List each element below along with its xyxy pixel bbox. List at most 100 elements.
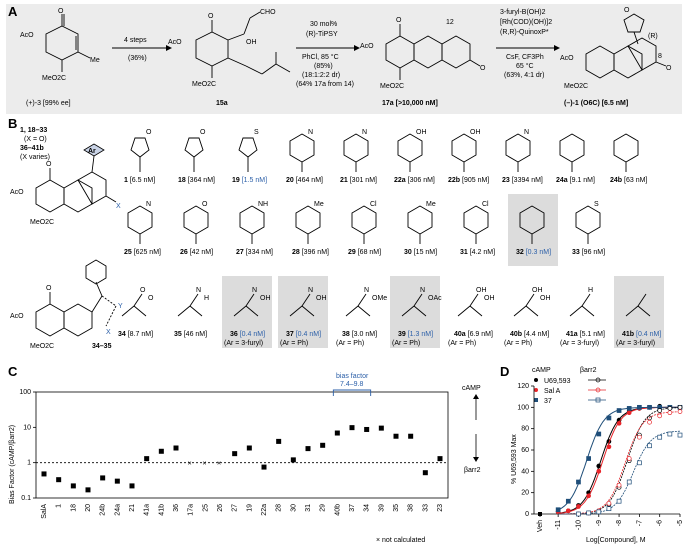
analog-label-27: 27 [334 nM]: [236, 249, 273, 256]
atom-b-34: O: [148, 295, 154, 302]
dr-x-tick-label: -10: [575, 520, 582, 530]
dr-point-37-barr2: [586, 510, 591, 516]
analog-label-23: 23 [3394 nM]: [502, 177, 543, 184]
panel-c-label: C: [8, 364, 18, 379]
dr-y-tick-label: 0: [525, 511, 529, 518]
bias-point-37: [349, 425, 355, 431]
dr-point-37-barr2: [596, 509, 602, 515]
dr-point-37-barr2: [667, 431, 673, 437]
c15a-oh: OH: [246, 39, 257, 46]
analog-29: Cl 29 [68 nM]: [348, 201, 381, 256]
analog-21: N 21 [301 nM]: [340, 129, 377, 184]
step2-line3: PhCl, 85 °C: [302, 53, 339, 61]
c1-aco: AcO: [560, 55, 574, 62]
dr-x-tick-label: -11: [555, 520, 562, 530]
bias-point-18: [70, 483, 76, 489]
marker-not-calculated-26: ×: [217, 461, 221, 468]
atom-a-35: N: [196, 287, 201, 294]
c3-meo2c: MeO2C: [42, 75, 66, 82]
x-tick-label-18: 18: [70, 504, 77, 512]
dr-y-tick-label: 60: [521, 447, 529, 454]
atom-a-40a: OH: [476, 287, 487, 294]
dr-point-37-camp: [606, 415, 612, 421]
dr-point-37-barr2: [677, 432, 683, 438]
x-tick-label-36: 36: [173, 504, 180, 512]
dr-point-37-barr2: [576, 511, 581, 517]
dr-x-tick-label: -9: [596, 520, 603, 526]
y-tick-label: 1: [27, 460, 31, 467]
bias-point-31: [305, 446, 311, 452]
scaffold-x-bottom: X: [106, 329, 111, 336]
legend-entry-2: 37: [534, 397, 606, 405]
bias-factor-range: 7.4–9.8: [340, 381, 363, 388]
atom-23: N: [524, 129, 529, 136]
legend-marker-camp: [534, 378, 538, 382]
dr-point-37-barr2: [606, 506, 612, 512]
analog-18: O 18 [364 nM]: [178, 129, 215, 184]
x-tick-label-20: 20: [85, 504, 92, 512]
x-tick-label-23: 23: [437, 504, 444, 512]
analog-label-31: 31 [4.2 nM]: [460, 249, 495, 256]
dr-point-SalA-barr2: [647, 419, 652, 425]
analog-label-29: 29 [68 nM]: [348, 249, 381, 256]
analog-1: O 1 [6.5 nM]: [124, 129, 155, 184]
dr-point-SalA-camp: [596, 468, 602, 474]
dr-y-tick-label: 20: [521, 490, 529, 497]
scaffold-ar: Ar: [88, 148, 96, 155]
dr-point-37-camp: [626, 406, 632, 411]
scaffold-top-sub2: 36–41b: [20, 145, 44, 152]
c17a-meo2c: MeO2C: [380, 83, 404, 90]
analog-label-41b: 41b [0.4 nM]: [622, 331, 661, 338]
legend-entry-1: Sal A: [534, 387, 606, 395]
c1-furan-o: O: [624, 7, 630, 14]
scaffold-meo2c: MeO2C: [30, 219, 54, 226]
analog-37: NOH 37 [0.4 nM] (Ar = Ph): [278, 276, 328, 348]
compound-3-structure: O AcO MeO2C Me (+)-3 [99% ee]: [20, 8, 100, 107]
bias-ylabel: Bias Factor (cAMP/βarr2): [9, 425, 16, 504]
x-tick-label-30: 30: [290, 504, 297, 512]
c3-aco: AcO: [20, 32, 34, 39]
c15a-cho: CHO: [260, 9, 276, 16]
atom-a-41a: H: [588, 287, 593, 294]
bias-point-23: [437, 456, 443, 462]
bias-point-28: [276, 438, 282, 444]
analog-sub-36: (Ar = 3-furyl): [224, 340, 263, 347]
x-tick-label-27: 27: [232, 504, 239, 512]
legend-label-2: 37: [544, 398, 552, 405]
analog-label-19: 19 [1.5 nM]: [232, 177, 267, 184]
c17a-aco: AcO: [360, 43, 374, 50]
atom-b-40a: OH: [484, 295, 495, 302]
atom-1: O: [146, 129, 152, 136]
dr-point-37-camp: [576, 479, 581, 485]
legend-camp-header: cAMP: [532, 367, 551, 374]
x-tick-label-41a: 41a: [144, 504, 151, 516]
c1-meo2c: MeO2C: [564, 83, 588, 90]
analog-label-36: 36 [0.4 nM]: [230, 331, 265, 338]
analog-label-26: 26 [42 nM]: [180, 249, 213, 256]
marker-not-calculated-17a: ×: [188, 461, 192, 468]
dr-point-37-camp: [616, 408, 622, 413]
panel-a-label: A: [8, 4, 18, 19]
bias-point-39: [378, 425, 384, 431]
dr-point-37-camp: [555, 507, 561, 513]
dr-point-37-barr2: [616, 498, 622, 504]
analog-label-41a: 41a [5.1 nM]: [566, 331, 605, 338]
dr-point-37-barr2: [637, 460, 642, 466]
x-tick-label-21: 21: [129, 504, 136, 512]
bias-point-30: [290, 457, 296, 463]
analog-label-40b: 40b [4.4 nM]: [510, 331, 549, 338]
analog-label-30: 30 [15 nM]: [404, 249, 437, 256]
analog-28: Me 28 [396 nM]: [292, 201, 329, 256]
legend-marker-camp: [534, 398, 538, 402]
c17a-12: 12: [446, 19, 454, 26]
atom-25: N: [146, 201, 151, 208]
atom-19: S: [254, 129, 259, 136]
right-bottom-label: βarr2: [464, 467, 481, 474]
step1-yield: (36%): [128, 55, 147, 62]
bias-point-1: [56, 477, 62, 483]
c1-r: (R): [648, 33, 658, 40]
dr-point-SalA-camp: [565, 508, 571, 514]
atom-a-40b: OH: [532, 287, 543, 294]
panel-b-label: B: [8, 116, 18, 131]
analog-22a: OH 22a [306 nM]: [394, 129, 435, 184]
